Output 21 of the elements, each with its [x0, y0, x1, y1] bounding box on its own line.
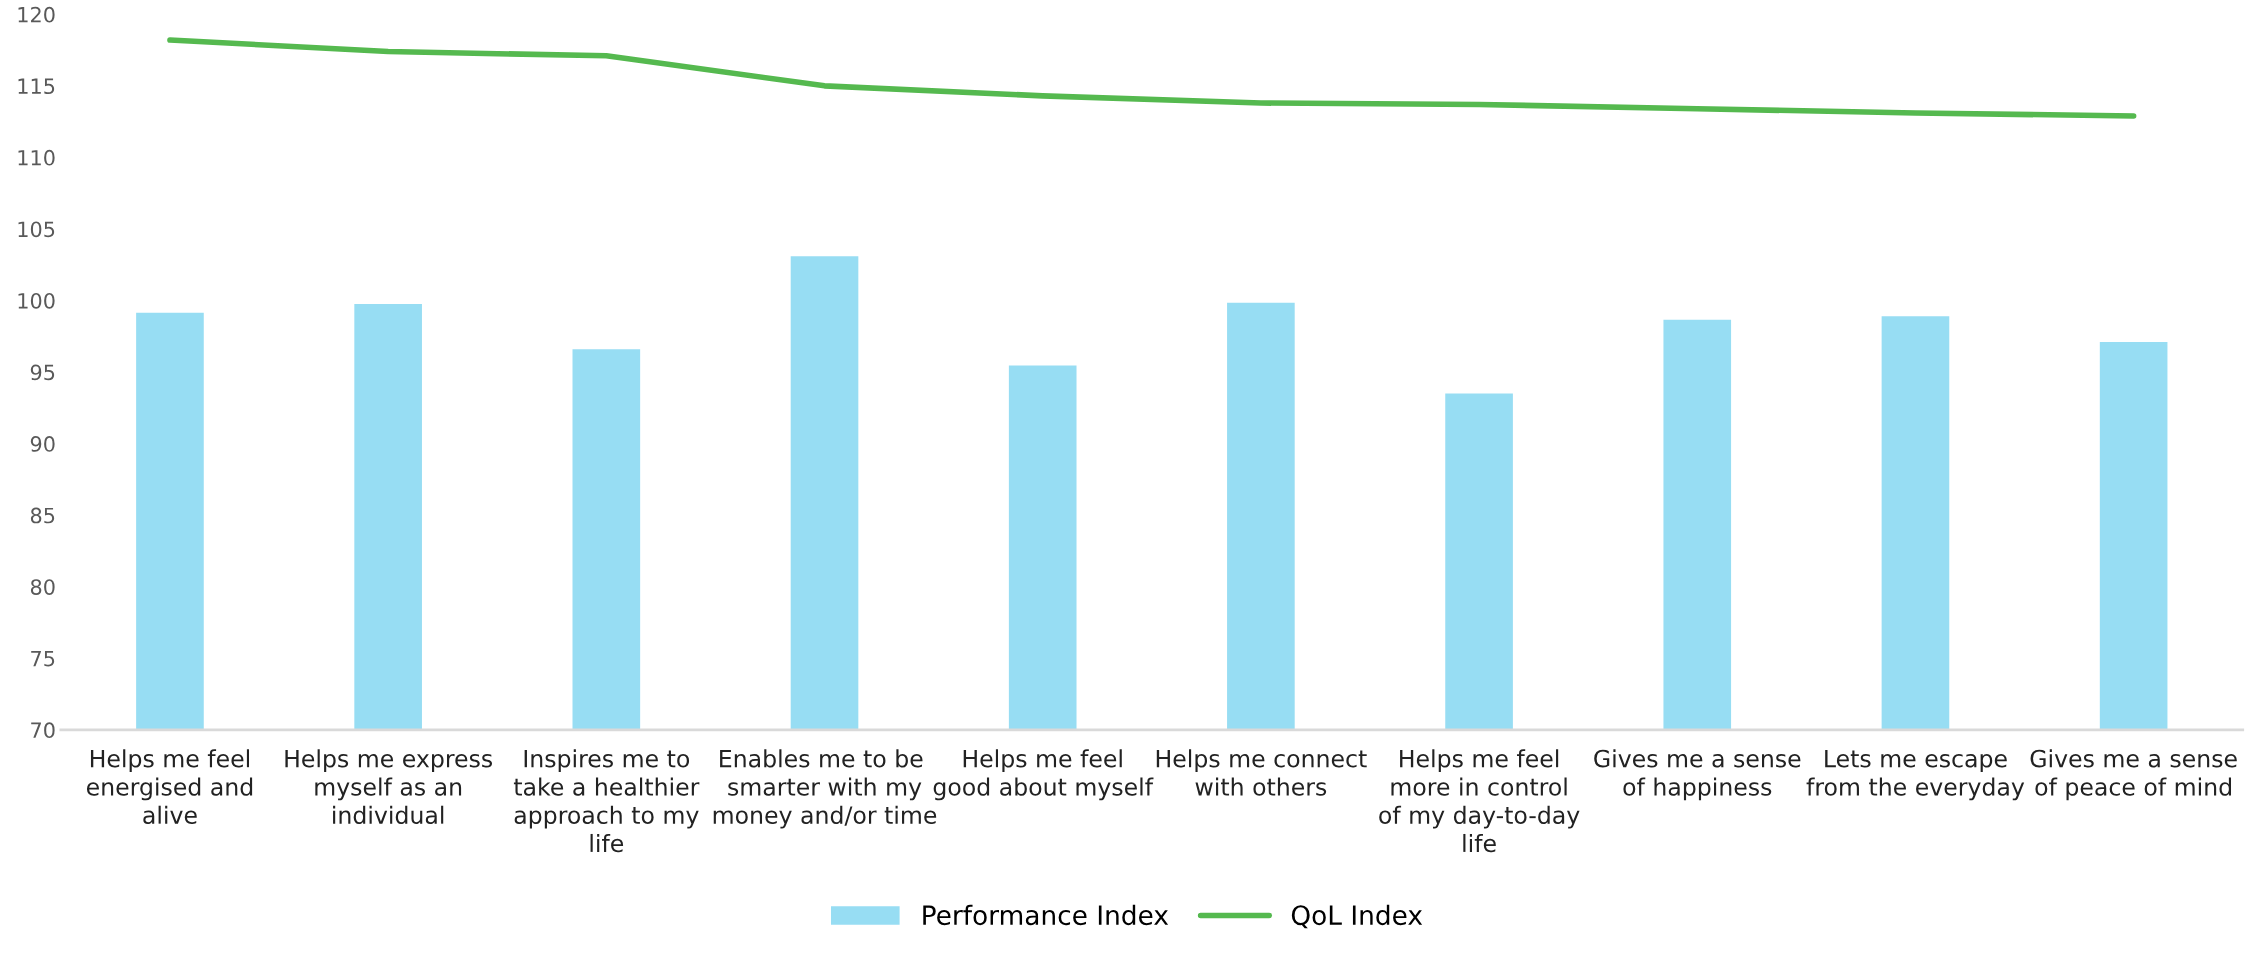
y-tick-label: 105 — [18, 221, 55, 238]
y-tick-label: 115 — [18, 78, 55, 95]
y-tick-label: 110 — [18, 149, 55, 166]
x-tick-label: Helps me connect with others — [1156, 749, 1367, 796]
x-tick-label: Inspires me to take a healthier approach to my life — [513, 749, 700, 853]
x-tick-label: Gives me a sense of happiness — [1594, 749, 1801, 801]
y-tick-label: 85 — [30, 507, 55, 524]
x-tick-label: Helps me feel more in control of my day-to-day life — [1379, 749, 1580, 853]
y-tick-label: 100 — [18, 292, 55, 309]
y-tick-label: 80 — [30, 579, 55, 595]
x-tick-label: Lets me escape from the everyday — [1806, 749, 2025, 801]
legend-label: Performance Index — [923, 904, 1169, 926]
y-tick-label: 70 — [31, 722, 55, 739]
y-tick-label: 95 — [30, 364, 55, 381]
x-tick-label: Helps me feel energised and alive — [86, 749, 253, 824]
y-tick-label: 75 — [31, 650, 55, 667]
x-tick-label: Helps me express myself as an individual — [285, 749, 493, 824]
x-tick-label: Gives me a sense of peace of mind — [2030, 749, 2237, 801]
legend-label: QoL Index — [1291, 904, 1423, 929]
y-tick-label: 90 — [30, 436, 55, 452]
y-tick-label: 120 — [18, 6, 55, 23]
